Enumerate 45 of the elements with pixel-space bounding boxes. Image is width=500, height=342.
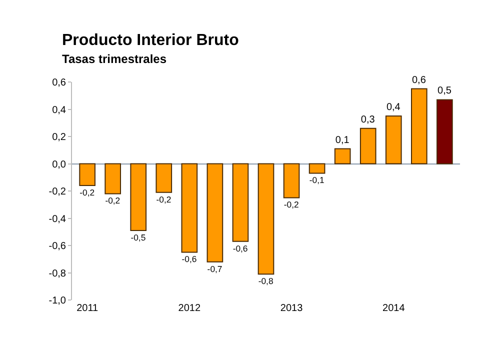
data-label: 0,1 <box>335 134 350 146</box>
x-tick-label: 2014 <box>382 303 406 314</box>
bar <box>360 128 376 164</box>
x-tick-label: 2011 <box>76 303 99 314</box>
data-label: -0,6 <box>182 254 197 264</box>
data-label: 0,5 <box>438 86 452 97</box>
x-tick-label: 2013 <box>280 303 304 314</box>
bar <box>130 163 147 232</box>
y-tick-label: 0,0 <box>52 159 66 170</box>
chart-title: Producto Interior Bruto <box>62 32 240 49</box>
bar <box>411 88 428 164</box>
chart-subtitle: Tasas trimestrales <box>62 52 167 66</box>
data-label: -0,7 <box>207 264 222 274</box>
y-tick-label: -0,2 <box>48 186 66 198</box>
data-label: 0,4 <box>386 102 401 114</box>
y-tick-label: -0,4 <box>48 214 66 225</box>
bar <box>181 163 198 253</box>
data-label: 0,3 <box>360 114 376 126</box>
bar <box>232 163 249 242</box>
y-tick-label: 0,6 <box>52 78 66 88</box>
bar <box>104 163 121 194</box>
data-label: -0,2 <box>80 187 95 198</box>
data-label: -0,8 <box>258 276 274 286</box>
data-label: 0,6 <box>412 74 426 86</box>
data-label: -0,6 <box>232 243 248 254</box>
data-label: -0,2 <box>284 200 299 210</box>
bar <box>334 148 351 164</box>
bar <box>436 99 453 164</box>
y-tick-label: -1,0 <box>48 296 66 306</box>
data-label: -0,2 <box>105 196 120 206</box>
y-tick-label: 0,4 <box>52 104 66 116</box>
data-label: -0,1 <box>309 175 324 186</box>
y-tick-label: -0,8 <box>48 268 66 280</box>
bar <box>79 163 96 186</box>
data-label: -0,2 <box>156 194 172 204</box>
y-tick-label: -0,6 <box>48 241 66 252</box>
bar <box>385 116 402 164</box>
x-tick-label: 2012 <box>178 303 201 314</box>
bar <box>156 163 172 193</box>
data-label: -0,5 <box>130 232 146 242</box>
bar <box>206 163 224 262</box>
bar <box>258 163 274 275</box>
y-tick-label: 0,2 <box>52 132 66 143</box>
bar <box>308 163 326 174</box>
bar <box>283 163 300 198</box>
